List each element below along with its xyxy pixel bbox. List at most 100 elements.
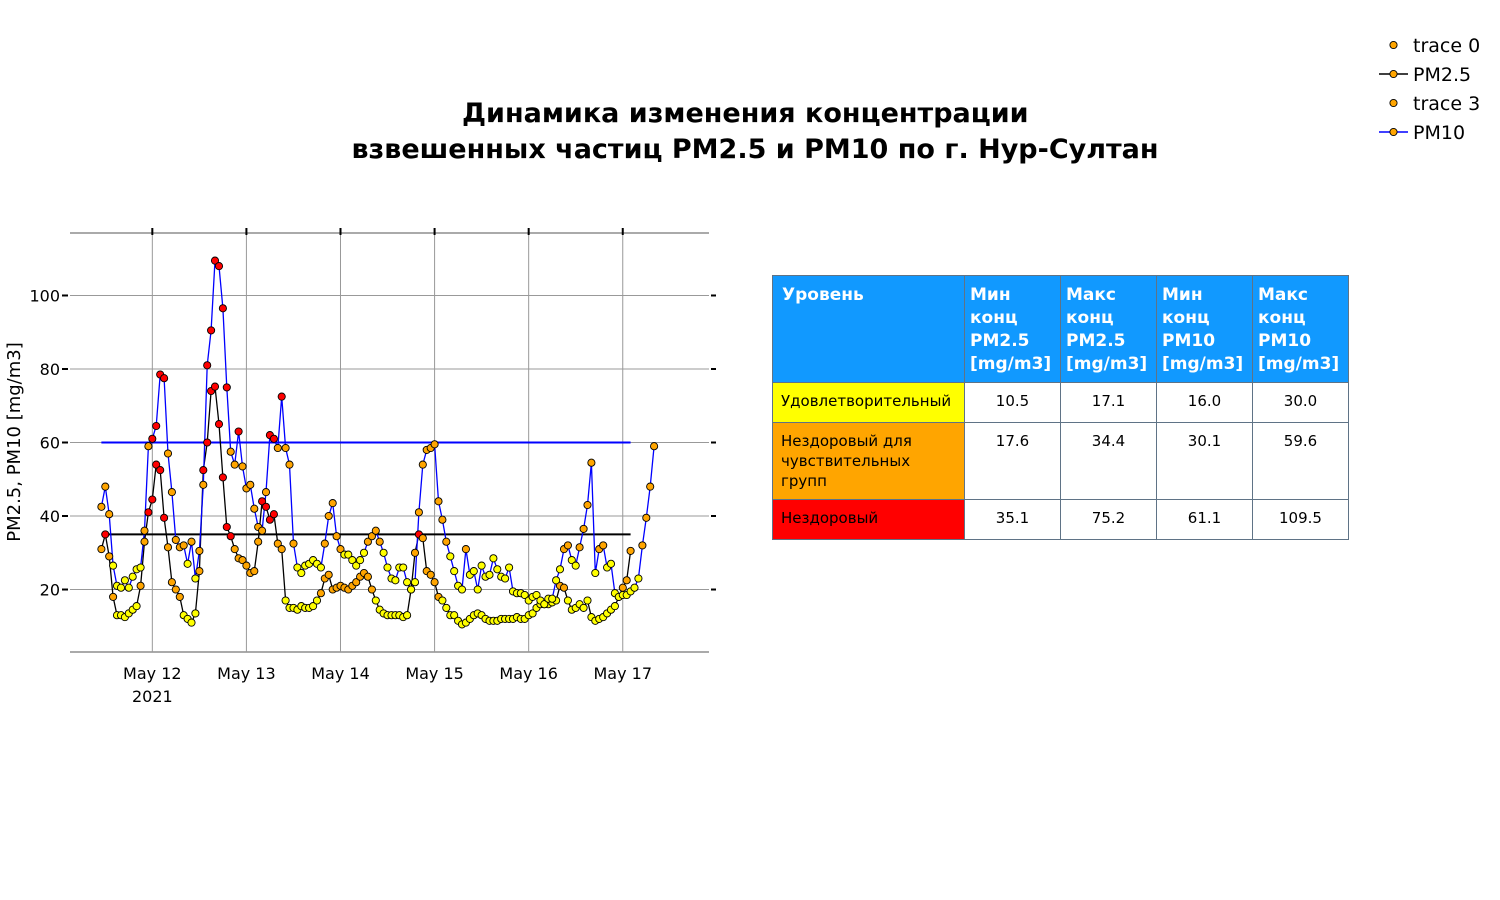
data-point-pm10 <box>438 515 447 524</box>
data-point-pm10 <box>128 572 137 581</box>
data-point-pm10 <box>391 576 400 585</box>
data-point-pm10 <box>552 576 561 585</box>
pm10-max-cell: 30.0 <box>1252 382 1349 423</box>
legend-marker-icon <box>1389 69 1398 79</box>
data-point-pm10 <box>199 480 208 489</box>
data-point-pm10 <box>591 568 600 578</box>
data-point-pm25 <box>101 530 110 539</box>
data-point-pm10 <box>179 541 188 550</box>
data-point-pm25 <box>132 602 141 611</box>
data-point-pm10 <box>277 392 286 401</box>
data-point-pm10 <box>109 561 118 570</box>
data-point-pm25 <box>152 460 161 469</box>
chart-title-line-1: Динамика изменения концентрации <box>462 98 1029 129</box>
data-point-pm10 <box>540 600 549 609</box>
table-header-row: Уровень Мин конц PM2.5 [mg/m3] Макс конц… <box>772 275 1349 383</box>
data-point-pm10 <box>375 537 384 546</box>
data-point-pm25 <box>528 609 537 618</box>
data-point-pm10 <box>555 565 565 574</box>
data-point-pm10 <box>136 563 145 572</box>
x-tick-label: May 16 <box>499 664 558 683</box>
data-point-pm10 <box>548 594 557 603</box>
header-pm10-min: Мин конц PM10 [mg/m3] <box>1156 275 1253 383</box>
data-point-pm10 <box>403 578 412 587</box>
data-point-pm10 <box>171 535 180 544</box>
data-point-pm25 <box>269 510 278 519</box>
data-point-pm25 <box>273 539 282 548</box>
data-point-pm10 <box>187 537 196 546</box>
data-point-pm10 <box>367 532 376 541</box>
pm10-min-cell: 16.0 <box>1156 382 1253 423</box>
data-point-pm10 <box>124 583 133 592</box>
pm25-max-cell: 34.4 <box>1060 422 1157 500</box>
data-point-pm25 <box>238 556 247 565</box>
data-point-pm10 <box>226 447 235 456</box>
data-point-pm10 <box>650 442 659 451</box>
data-point-pm25 <box>418 534 427 543</box>
data-point-pm25 <box>105 552 114 561</box>
series-line-pm25 <box>100 385 632 626</box>
x-tick-label: May 13 <box>217 664 276 683</box>
data-point-pm10 <box>352 561 361 570</box>
data-point-pm25 <box>610 602 619 611</box>
legend-item[interactable]: PM10 <box>1379 122 1465 144</box>
legend-marker-icon <box>1389 127 1398 137</box>
legend-item[interactable]: trace 0 <box>1389 35 1480 57</box>
data-point-pm10 <box>230 460 239 469</box>
data-point-pm10 <box>567 556 576 565</box>
data-point-pm10 <box>152 421 161 431</box>
data-point-pm10 <box>383 563 392 572</box>
data-point-pm25 <box>136 581 145 590</box>
legend-label: trace 0 <box>1413 35 1480 57</box>
data-point-pm25 <box>187 618 196 627</box>
data-point-pm10 <box>379 548 388 557</box>
data-point-pm10 <box>434 497 443 506</box>
data-point-pm25 <box>438 596 447 605</box>
data-point-pm25 <box>156 466 165 475</box>
data-point-pm10 <box>410 578 420 587</box>
data-point-pm10 <box>258 526 267 535</box>
legend-item[interactable]: trace 3 <box>1389 93 1480 115</box>
data-point-pm25 <box>559 583 569 592</box>
data-point-pm10 <box>356 556 365 565</box>
pm10-max-cell: 109.5 <box>1252 499 1349 540</box>
data-point-pm10 <box>148 434 157 443</box>
data-point-pm25 <box>230 545 239 554</box>
data-point-pm10 <box>167 488 176 497</box>
data-point-pm10 <box>324 511 333 521</box>
data-point-pm25 <box>265 515 274 524</box>
y-tick-label: 100 <box>29 286 60 305</box>
data-point-pm25 <box>450 611 459 620</box>
legend-label: trace 3 <box>1413 93 1480 115</box>
table-row: Нездоровый 35.1 75.2 61.1 109.5 <box>772 499 1349 540</box>
data-point-pm10 <box>606 559 616 568</box>
level-cell: Нездоровый для чувствительных групп <box>772 422 965 500</box>
data-point-pm10 <box>218 304 227 313</box>
data-point-pm25 <box>442 603 451 612</box>
legend-marker-icon <box>1389 98 1398 108</box>
legend[interactable]: trace 0 PM2.5 trace 3 PM10 <box>1379 35 1480 144</box>
header-pm10-max: Макс конц PM10 [mg/m3] <box>1252 275 1349 383</box>
data-point-pm10 <box>261 488 271 497</box>
data-point-pm25 <box>583 596 592 605</box>
legend-item[interactable]: PM2.5 <box>1379 64 1471 86</box>
header-pm25-max: Макс конц PM2.5 [mg/m3] <box>1060 275 1157 383</box>
data-point-pm25 <box>254 537 263 546</box>
data-point-pm10 <box>407 585 416 594</box>
x-tick-label: May 12 <box>123 664 182 683</box>
data-point-pm25 <box>210 382 220 391</box>
data-point-pm25 <box>258 497 267 506</box>
data-point-pm25 <box>175 592 184 601</box>
data-point-pm10 <box>371 526 380 535</box>
data-point-pm10 <box>328 499 337 508</box>
data-point-pm25 <box>242 561 251 570</box>
data-point-pm25 <box>352 578 361 587</box>
data-point-pm10 <box>642 513 651 522</box>
data-point-pm25 <box>171 585 180 594</box>
data-point-pm10 <box>105 510 114 519</box>
data-point-pm10 <box>250 504 259 513</box>
data-point-pm10 <box>461 545 470 554</box>
data-point-pm10 <box>450 567 459 576</box>
data-point-pm10 <box>414 508 423 517</box>
data-point-pm10 <box>160 374 169 383</box>
